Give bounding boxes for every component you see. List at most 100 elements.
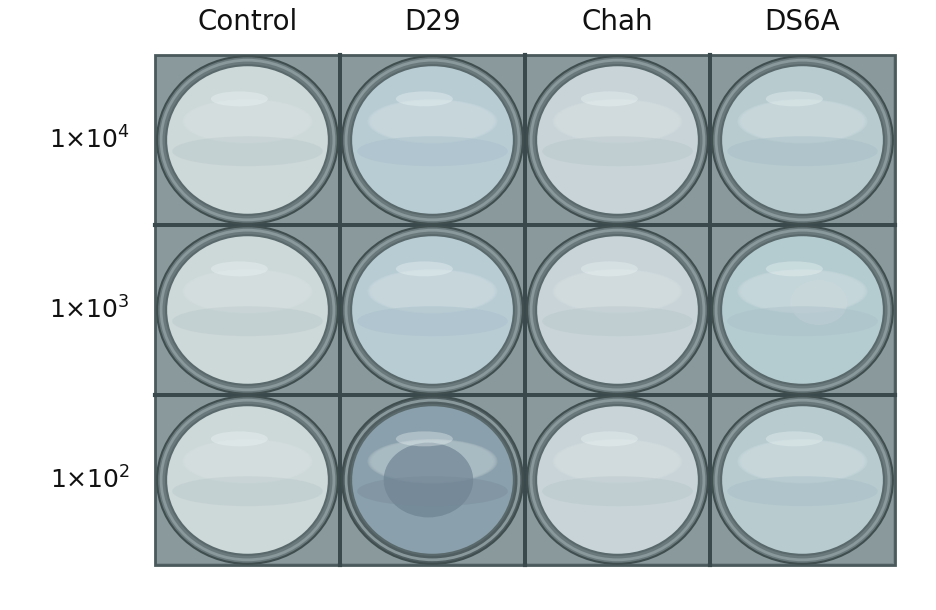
Ellipse shape (536, 65, 699, 215)
Ellipse shape (739, 99, 865, 143)
Ellipse shape (157, 56, 338, 224)
Ellipse shape (739, 270, 866, 313)
Ellipse shape (727, 136, 878, 166)
Ellipse shape (211, 431, 268, 447)
Ellipse shape (370, 99, 495, 143)
Ellipse shape (367, 99, 498, 144)
Ellipse shape (396, 92, 453, 106)
Ellipse shape (738, 269, 868, 314)
Ellipse shape (738, 99, 868, 144)
Ellipse shape (740, 100, 864, 143)
Ellipse shape (370, 440, 495, 483)
Ellipse shape (554, 270, 681, 313)
Ellipse shape (739, 440, 865, 483)
Ellipse shape (556, 270, 680, 312)
Ellipse shape (184, 270, 311, 313)
Bar (342, 227, 523, 393)
Ellipse shape (358, 476, 508, 506)
Ellipse shape (553, 99, 681, 143)
Ellipse shape (184, 99, 311, 143)
Ellipse shape (552, 269, 682, 314)
Text: DS6A: DS6A (765, 8, 841, 36)
Ellipse shape (172, 136, 323, 166)
Ellipse shape (367, 269, 498, 314)
Ellipse shape (712, 396, 893, 564)
Ellipse shape (185, 100, 310, 143)
Ellipse shape (766, 261, 823, 276)
Ellipse shape (184, 439, 311, 483)
Ellipse shape (536, 235, 699, 385)
Bar (342, 57, 523, 223)
Ellipse shape (351, 65, 514, 215)
FancyBboxPatch shape (155, 55, 895, 565)
Ellipse shape (721, 65, 884, 215)
Ellipse shape (368, 269, 497, 314)
Ellipse shape (721, 405, 884, 555)
Text: D29: D29 (404, 8, 461, 36)
Bar (157, 227, 338, 393)
Ellipse shape (370, 270, 495, 313)
Ellipse shape (739, 99, 867, 143)
Ellipse shape (185, 440, 310, 483)
Ellipse shape (211, 261, 268, 276)
Ellipse shape (542, 476, 693, 506)
Ellipse shape (740, 440, 864, 483)
Ellipse shape (712, 226, 893, 394)
Ellipse shape (739, 270, 865, 313)
Bar (157, 397, 338, 563)
Ellipse shape (527, 56, 708, 224)
Text: Control: Control (197, 8, 298, 36)
Ellipse shape (712, 56, 893, 224)
Ellipse shape (581, 92, 637, 106)
Ellipse shape (740, 270, 864, 312)
Ellipse shape (553, 439, 681, 484)
Ellipse shape (157, 396, 338, 564)
Ellipse shape (766, 92, 823, 106)
Ellipse shape (552, 439, 682, 484)
Ellipse shape (172, 476, 323, 506)
Text: $1{\times}10^4$: $1{\times}10^4$ (49, 126, 130, 154)
Ellipse shape (166, 65, 329, 215)
Ellipse shape (581, 431, 637, 447)
Ellipse shape (183, 269, 312, 314)
Ellipse shape (172, 306, 323, 336)
Bar (342, 397, 523, 563)
Ellipse shape (556, 100, 680, 143)
Ellipse shape (368, 439, 497, 484)
Ellipse shape (721, 235, 884, 385)
Ellipse shape (183, 439, 312, 484)
Ellipse shape (727, 306, 878, 336)
Ellipse shape (358, 136, 508, 166)
Ellipse shape (739, 99, 866, 143)
Ellipse shape (555, 440, 680, 483)
Ellipse shape (555, 99, 680, 143)
Ellipse shape (553, 269, 681, 314)
Ellipse shape (766, 431, 823, 447)
Ellipse shape (555, 270, 680, 313)
Ellipse shape (542, 306, 693, 336)
Ellipse shape (368, 99, 497, 143)
Text: $1{\times}10^2$: $1{\times}10^2$ (50, 467, 130, 493)
Ellipse shape (183, 99, 313, 144)
Ellipse shape (536, 405, 699, 555)
Bar (712, 397, 893, 563)
Ellipse shape (342, 56, 523, 224)
Bar (712, 227, 893, 393)
Bar (527, 227, 708, 393)
Ellipse shape (554, 439, 681, 483)
Ellipse shape (157, 226, 338, 394)
Ellipse shape (527, 226, 708, 394)
Ellipse shape (371, 270, 494, 312)
Ellipse shape (367, 439, 498, 484)
Ellipse shape (542, 136, 693, 166)
Ellipse shape (396, 431, 453, 447)
Ellipse shape (552, 99, 682, 144)
Ellipse shape (738, 439, 868, 484)
Ellipse shape (581, 261, 637, 276)
Ellipse shape (556, 440, 680, 483)
Ellipse shape (184, 270, 310, 313)
Ellipse shape (351, 235, 514, 385)
Ellipse shape (384, 443, 474, 517)
Ellipse shape (183, 269, 313, 314)
Ellipse shape (371, 440, 494, 483)
